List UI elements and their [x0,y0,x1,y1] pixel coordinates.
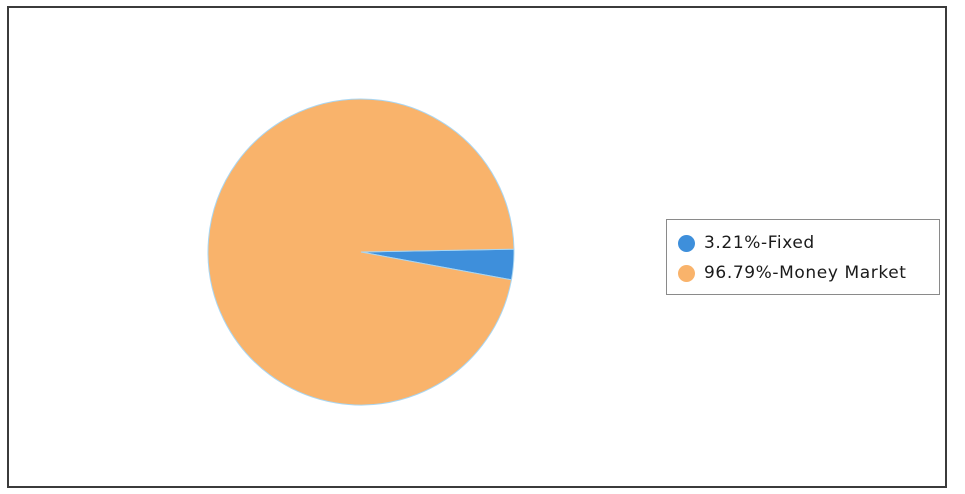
pie-slices [207,98,515,406]
pie-slice-money-market [207,98,515,406]
legend-label-fixed: 3.21%-Fixed [704,233,815,253]
legend-marker-money-market [678,264,695,282]
legend-item-fixed: 3.21%-Fixed [667,228,939,258]
legend-marker-fixed [678,234,695,252]
chart-legend: 3.21%-Fixed 96.79%-Money Market [666,219,940,295]
legend-item-money-market: 96.79%-Money Market [667,258,939,288]
legend-label-money-market: 96.79%-Money Market [704,263,907,283]
